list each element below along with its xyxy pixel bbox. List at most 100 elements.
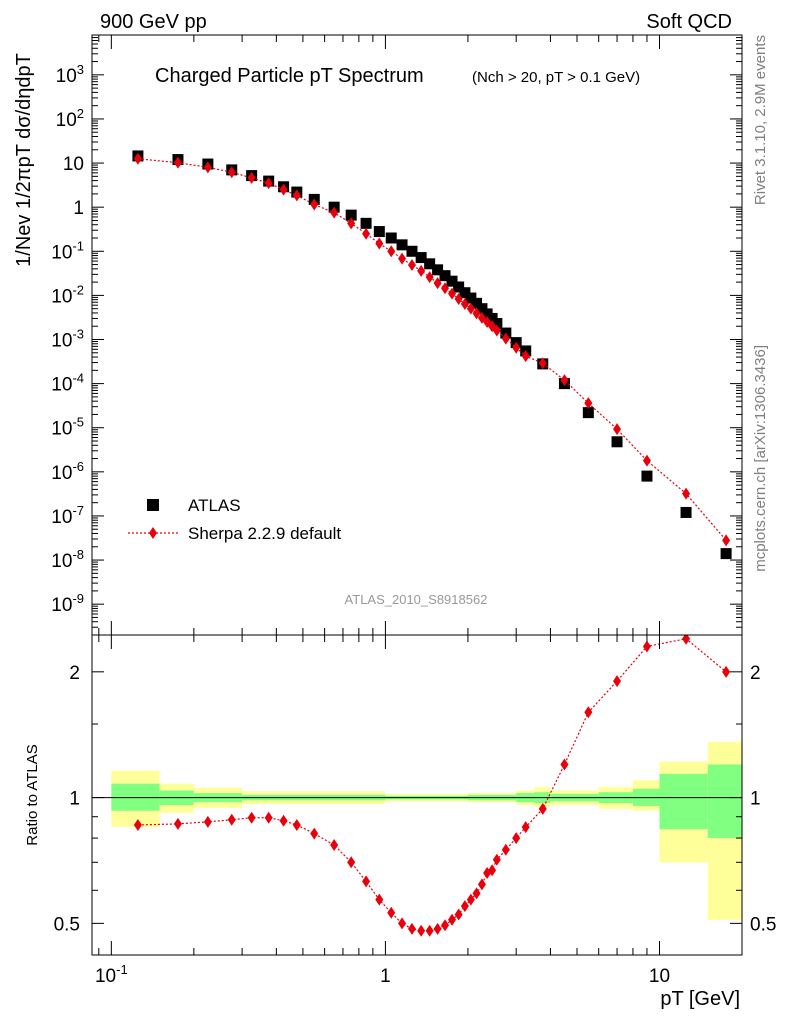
ratio-band-stat <box>707 764 742 839</box>
side-label-rivet: Rivet 3.1.10, 2.9M events <box>752 35 769 205</box>
main-ytick-label: 10-2 <box>51 282 84 307</box>
main-point-sherpa <box>433 277 442 290</box>
legend-marker-sherpa <box>149 527 157 539</box>
main-point-sherpa <box>407 258 416 271</box>
main-point-sherpa <box>173 156 182 169</box>
main-ytick-label: 10-4 <box>51 371 84 396</box>
ratio-point-sherpa <box>538 802 547 815</box>
main-point-sherpa <box>512 341 521 354</box>
main-point-atlas <box>373 226 385 238</box>
analysis-tag: ATLAS_2010_S8918562 <box>345 592 488 607</box>
ratio-ylabel: Ratio to ATLAS <box>24 744 41 845</box>
main-point-sherpa <box>387 245 396 258</box>
main-point-atlas <box>611 436 623 448</box>
main-point-atlas <box>415 252 427 264</box>
ratio-point-sherpa <box>310 827 319 840</box>
main-point-atlas <box>360 217 372 229</box>
ratio-point-sherpa <box>407 922 416 935</box>
main-point-sherpa <box>642 454 651 467</box>
ratio-ticks: 10-1 1 10 0.5 0.5 1 1 2 2 <box>54 635 776 987</box>
ratio-point-sherpa <box>375 893 384 906</box>
main-point-sherpa <box>613 423 622 436</box>
main-point-sherpa <box>292 189 301 202</box>
ratio-panel: 10-1 1 10 0.5 0.5 1 1 2 2 Ratio to ATLAS pT [GeV… <box>24 634 776 1010</box>
ratio-point-sherpa <box>560 758 569 771</box>
main-point-sherpa <box>247 171 256 184</box>
main-point-atlas <box>491 318 503 330</box>
ratio-point-sherpa <box>133 818 142 831</box>
ratio-point-sherpa <box>613 675 622 688</box>
main-point-sherpa <box>425 271 434 284</box>
main-point-sherpa <box>417 264 426 277</box>
ratio-point-sherpa <box>722 665 731 678</box>
main-point-sherpa <box>501 332 510 345</box>
main-series <box>132 150 732 560</box>
main-point-sherpa <box>362 227 371 240</box>
legend-marker-atlas <box>147 499 159 511</box>
main-point-atlas <box>432 264 444 276</box>
main-point-sherpa <box>682 487 691 500</box>
ratio-point-sherpa <box>433 922 442 935</box>
ratio-ytick-label: 0.5 <box>54 914 80 935</box>
ratio-point-sherpa <box>362 875 371 888</box>
main-ylabel: 1/Nev 1/2πpT dσ/dηdpT <box>13 53 35 267</box>
ratio-point-sherpa <box>387 906 396 919</box>
main-point-sherpa <box>398 252 407 265</box>
main-title: Charged Particle pT Spectrum <box>155 65 424 87</box>
header-right: Soft QCD <box>646 11 732 33</box>
main-point-sherpa <box>347 217 356 230</box>
ratio-point-sherpa <box>512 832 521 845</box>
ratio-point-sherpa <box>460 900 469 913</box>
ratio-xtick-label: 10 <box>649 966 670 987</box>
main-point-atlas <box>453 281 465 293</box>
ratio-point-sherpa <box>173 817 182 830</box>
main-point-sherpa <box>472 307 481 320</box>
main-panel: 10-9 10-8 10-7 10-6 10-5 10-4 10-3 10-2 10-1 1 10 1… <box>13 34 743 636</box>
main-point-atlas <box>680 506 692 518</box>
main-point-sherpa <box>560 374 569 387</box>
ratio-point-sherpa <box>466 893 475 906</box>
ratio-point-sherpa <box>247 811 256 824</box>
main-point-sherpa <box>584 397 593 410</box>
ratio-point-sherpa <box>203 815 212 828</box>
main-point-sherpa <box>722 534 731 547</box>
main-ytick-label: 10-8 <box>51 547 84 572</box>
ratio-point-sherpa <box>521 821 530 834</box>
main-point-atlas <box>582 407 594 419</box>
ratio-series <box>133 635 731 937</box>
main-point-sherpa <box>454 292 463 305</box>
main-ytick-label: 10-6 <box>51 459 84 484</box>
main-point-atlas <box>459 287 471 299</box>
ratio-point-sherpa <box>330 839 339 852</box>
main-point-sherpa <box>203 161 212 174</box>
main-frame <box>91 34 743 636</box>
main-point-sherpa <box>279 183 288 196</box>
main-ytick-label: 10-9 <box>51 591 84 616</box>
main-series-line <box>137 158 727 541</box>
main-point-atlas <box>345 209 357 221</box>
ratio-point-sherpa <box>292 818 301 831</box>
main-point-sherpa <box>448 287 457 300</box>
main-point-sherpa <box>264 177 273 190</box>
ratio-xtick-label: 1 <box>380 966 391 987</box>
main-point-sherpa <box>492 324 501 337</box>
ratio-xtick-label: 10-1 <box>95 962 128 987</box>
ratio-point-sherpa <box>448 913 457 926</box>
main-ytick-label: 10 <box>63 154 84 175</box>
main-point-atlas <box>720 548 732 560</box>
ratio-point-sherpa <box>441 919 450 932</box>
legend: ATLAS Sherpa 2.2.9 default <box>128 496 341 543</box>
ratio-point-sherpa <box>279 814 288 827</box>
legend-label-sherpa: Sherpa 2.2.9 default <box>188 524 341 543</box>
main-point-sherpa <box>538 357 547 370</box>
main-point-atlas <box>446 275 458 287</box>
ratio-point-sherpa <box>454 908 463 921</box>
main-ytick-label: 102 <box>56 106 84 131</box>
main-point-sherpa <box>460 297 469 310</box>
ratio-point-sherpa <box>488 864 497 877</box>
main-point-sherpa <box>330 206 339 219</box>
ratio-point-sherpa <box>227 813 236 826</box>
main-point-sherpa <box>375 237 384 250</box>
ratio-point-sherpa <box>584 706 593 719</box>
